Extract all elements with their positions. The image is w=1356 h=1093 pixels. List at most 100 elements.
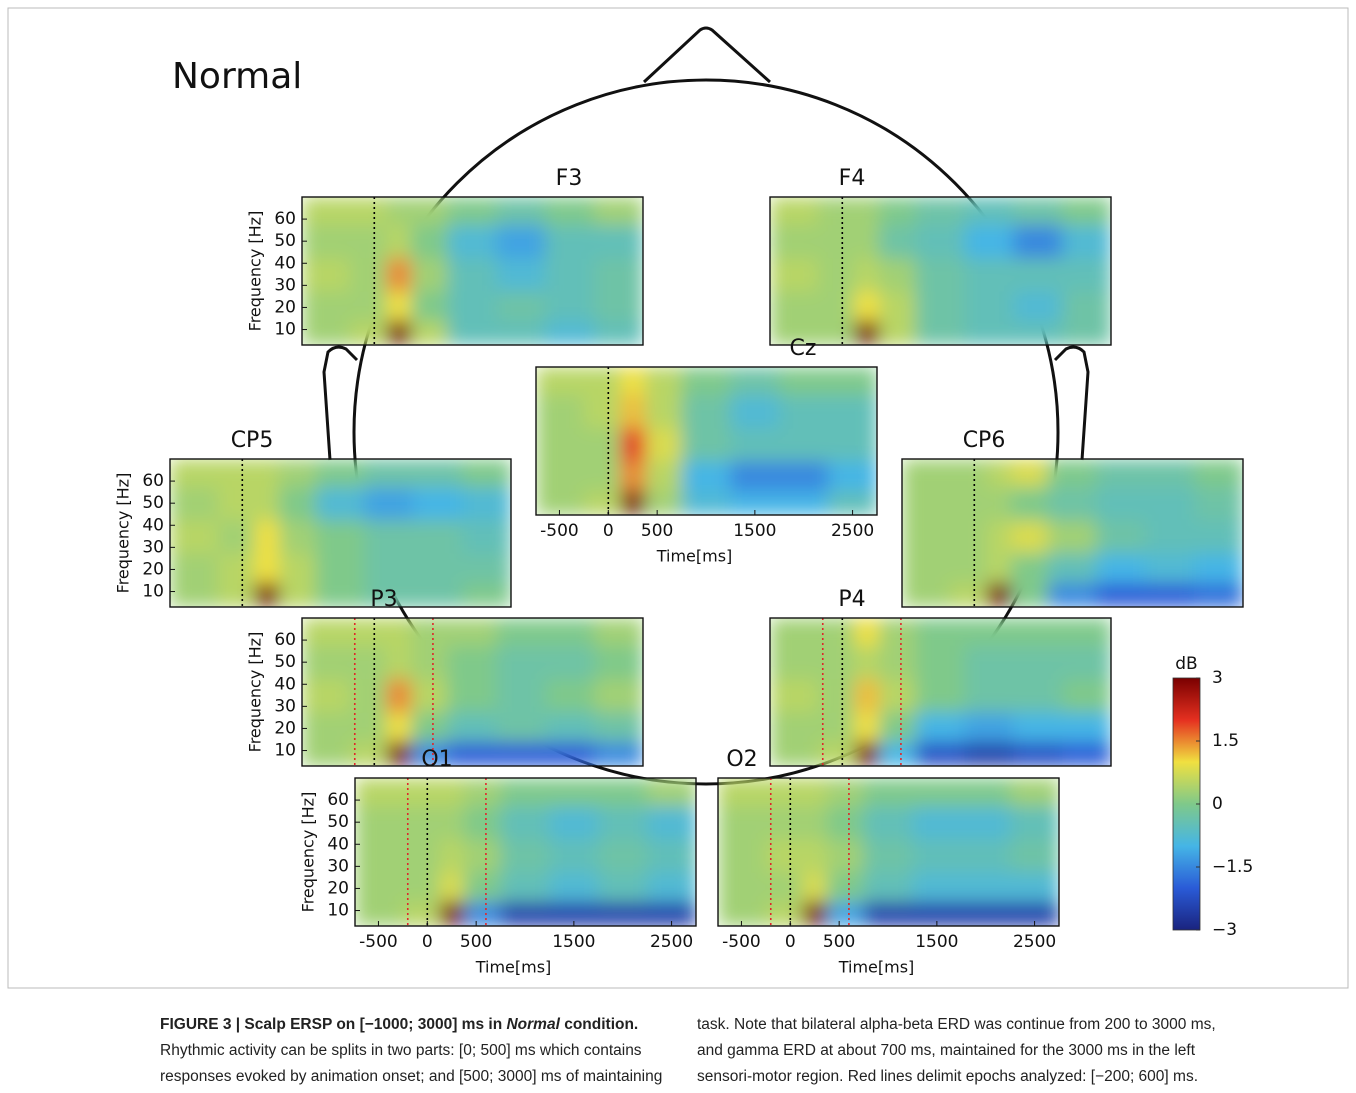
heatmap-cell <box>462 459 511 488</box>
heatmap-cell <box>254 459 280 488</box>
heatmap-cell <box>647 838 696 873</box>
heatmap-cell <box>315 519 365 554</box>
heatmap-cell <box>644 367 683 396</box>
heatmap-cell <box>364 552 414 584</box>
x-tick-label: 2500 <box>650 932 693 952</box>
heatmap-cell <box>964 741 1014 766</box>
heatmap-cell <box>410 618 449 647</box>
heatmap-cell <box>1013 741 1063 766</box>
heatmap-cell <box>1013 678 1063 713</box>
y-tick-label: 20 <box>142 559 164 579</box>
heatmap-cell <box>349 618 388 647</box>
heatmap-cell <box>583 490 622 515</box>
heatmap-cell <box>961 805 1011 840</box>
heatmap-cell <box>770 618 819 647</box>
heatmap-cell <box>462 486 511 521</box>
y-tick-label: 20 <box>274 718 296 738</box>
heatmap-cell <box>730 367 780 396</box>
heatmap-cell <box>1062 224 1111 259</box>
heatmap-cell <box>545 618 595 647</box>
heatmap-cell <box>620 427 646 462</box>
heatmap-cell <box>254 582 280 607</box>
heatmap-cell <box>1013 711 1063 743</box>
heatmap-cell <box>961 838 1011 873</box>
heatmap-cell <box>718 871 767 903</box>
heatmap-cell <box>439 778 465 807</box>
heatmap-cell <box>817 224 856 259</box>
heatmap-cell <box>302 290 351 322</box>
heatmap-cell <box>730 460 780 492</box>
heatmap-cell <box>986 552 1012 584</box>
x-tick-label: 500 <box>823 932 855 952</box>
heatmap-cell <box>902 459 951 488</box>
heatmap-cell <box>986 519 1012 554</box>
x-axis-label: Time[ms] <box>475 958 552 977</box>
panel-frame <box>901 458 1244 608</box>
heatmap-cell <box>500 838 550 873</box>
caption-left: FIGURE 3 | Scalp ERSP on [−1000; 3000] m… <box>160 1012 662 1090</box>
heatmap-cell <box>364 486 414 521</box>
heatmap-cell <box>817 711 856 743</box>
heatmap-panel <box>355 778 696 926</box>
heatmap-cell <box>902 486 951 521</box>
heatmap-cell <box>170 486 219 521</box>
heatmap-cell <box>410 224 449 259</box>
caption-right: task. Note that bilateral alpha-beta ERD… <box>697 1012 1216 1090</box>
heatmap-cell <box>681 490 731 515</box>
heatmap-cell <box>349 320 388 345</box>
heatmap-cell <box>549 805 599 840</box>
heatmap-cell <box>854 290 880 322</box>
heatmap-cell <box>878 320 917 345</box>
heatmap-cell <box>915 618 965 647</box>
heatmap-cell <box>536 490 585 515</box>
heatmap-cell <box>802 805 828 840</box>
heatmap-cell <box>1013 197 1063 226</box>
heatmap-cell <box>1013 224 1063 259</box>
heatmap-cell <box>779 427 829 462</box>
heatmap-cell <box>583 394 622 429</box>
heatmap-cell <box>545 741 595 766</box>
heatmap-cell <box>315 486 365 521</box>
x-tick-label: 1500 <box>733 521 776 541</box>
heatmap-cell <box>1194 582 1243 607</box>
heatmap-cell <box>964 618 1014 647</box>
heatmap-cell <box>765 901 804 926</box>
heatmap-cell <box>770 224 819 259</box>
heatmap-cell <box>496 741 546 766</box>
heatmap-cell <box>463 901 502 926</box>
heatmap-cell <box>447 645 497 680</box>
heatmap-cell <box>730 394 780 429</box>
panel-title: P3 <box>370 587 397 612</box>
heatmap-cell <box>410 741 449 766</box>
heatmap-cell <box>986 582 1012 607</box>
heatmap-cell <box>902 552 951 584</box>
heatmap-cell <box>779 394 829 429</box>
heatmap-cell <box>1047 486 1097 521</box>
heatmap-cell <box>545 290 595 322</box>
heatmap-cell <box>826 838 865 873</box>
figure-title: Normal <box>172 56 302 97</box>
heatmap-cell <box>463 871 502 903</box>
heatmap-cell <box>598 901 648 926</box>
heatmap-cell <box>878 741 917 766</box>
heatmap-cell <box>949 519 988 554</box>
y-tick-label: 30 <box>274 696 296 716</box>
heatmap-cell <box>583 367 622 396</box>
heatmap-cell <box>644 427 683 462</box>
heatmap-cell <box>854 257 880 292</box>
heatmap-cell <box>718 778 767 807</box>
heatmap-cell <box>302 320 351 345</box>
y-tick-label: 40 <box>327 834 349 854</box>
heatmap-cell <box>386 678 412 713</box>
heatmap-cell <box>402 805 441 840</box>
heatmap-cell <box>386 320 412 345</box>
heatmap-cell <box>170 519 219 554</box>
heatmap-cell <box>447 711 497 743</box>
heatmap-cell <box>961 871 1011 903</box>
x-tick-label: 500 <box>460 932 492 952</box>
heatmap-cell <box>770 290 819 322</box>
heatmap-cell <box>594 197 643 226</box>
heatmap-cell <box>964 224 1014 259</box>
heatmap-cell <box>349 678 388 713</box>
